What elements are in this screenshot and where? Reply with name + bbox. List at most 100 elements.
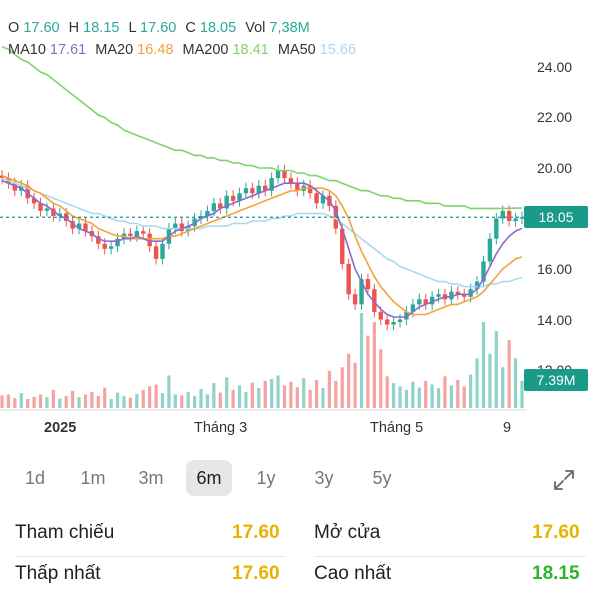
period-5y[interactable]: 5y [372,468,392,488]
volume-bar [231,389,235,408]
volume-bar [295,387,299,408]
volume-bar [308,389,312,408]
volume-bar [58,398,62,408]
volume-bar [257,388,261,408]
volume-bar [13,398,17,408]
volume-bar [340,367,344,408]
volume-bar [128,397,132,408]
volume-bar [148,386,152,408]
candle-body [455,291,461,295]
candle-body [288,178,294,184]
candle-body [365,279,371,290]
period-1m[interactable]: 1m [80,468,106,488]
period-1d[interactable]: 1d [24,468,46,488]
volume-bar [90,392,94,408]
period-3m[interactable]: 3m [138,468,164,488]
candle-body [436,294,441,297]
volume-bar [488,353,492,408]
price-chart[interactable] [0,0,600,452]
volume-bar [347,353,351,408]
close-value: 18.05 [199,20,237,36]
volume-bar [436,388,441,408]
candle-body [160,243,165,259]
volume-bar [0,395,4,408]
volume-bar [353,362,357,408]
volume-bar [71,390,75,408]
candle-body [44,208,50,211]
ma50-label: MA50 [277,42,316,58]
candle-body [468,289,473,297]
candle-body [205,210,210,216]
candle-body [378,311,383,320]
volume-bar [199,389,203,408]
period-1y[interactable]: 1y [256,468,276,488]
candle-body [250,188,255,194]
candle-body [224,195,229,209]
candle-body [83,223,88,232]
candle-body [500,210,505,219]
moving-averages [1,46,523,318]
candle-body [153,246,159,259]
volume-bar [507,340,511,408]
volume-bar [314,379,319,408]
volume-bar [263,380,267,408]
volume-bar [77,397,81,408]
candle-body [410,304,416,312]
candle-body [462,294,467,297]
candle-body [494,218,499,239]
last-price-badge: 18.05 [524,206,588,228]
volume-bar [122,396,126,408]
candle-body [230,195,236,201]
volume-bars [0,313,524,408]
volume-bar [270,379,274,408]
volume-bar [109,398,113,408]
volume-bar [469,374,473,408]
volume-bar [443,376,447,408]
expand-icon[interactable] [552,468,576,492]
volume-bar [449,385,453,408]
candle-body [243,188,249,194]
volume-bar [154,384,158,408]
volume-bar [481,322,486,408]
candle-body [0,175,5,179]
candle-body [141,231,146,234]
volume-bar [212,383,216,408]
candle-body [192,218,197,227]
candle-body [314,193,319,204]
candle-body [487,238,493,262]
volume-bar [6,394,11,408]
candle-body [115,238,120,247]
candle-body [320,195,326,204]
candle-body [519,217,525,219]
candle-body [108,246,114,249]
high-value: 18.15 [83,20,120,36]
volume-bar [513,358,518,408]
ref-price-label: Tham chiếu [15,522,115,543]
volume-bar [83,394,88,408]
candle-body [263,185,268,191]
period-3y[interactable]: 3y [314,468,334,488]
candle-body [340,228,345,264]
candle-body [218,203,223,209]
volume-bar [205,394,210,408]
volume-label: Vol [245,20,266,36]
candle-body [359,279,364,305]
ma10-line [1,179,523,318]
candle-body [51,208,56,216]
volume-bar [398,386,402,408]
volume-bar [32,396,36,408]
volume-value: 7,38M [269,20,310,36]
volume-bar [321,388,325,408]
period-6m[interactable]: 6m [186,460,232,496]
price-tick: 22.00 [537,109,573,125]
candle-body [76,223,82,229]
ma200-label: MA200 [182,42,229,58]
volume-bar [430,384,434,408]
volume-bar [26,398,30,408]
candle-body [333,205,339,229]
volume-bar [520,380,524,408]
candle-body [404,311,409,320]
volume-bar [385,376,389,408]
volume-bar [192,396,197,408]
candle-body [384,319,390,325]
